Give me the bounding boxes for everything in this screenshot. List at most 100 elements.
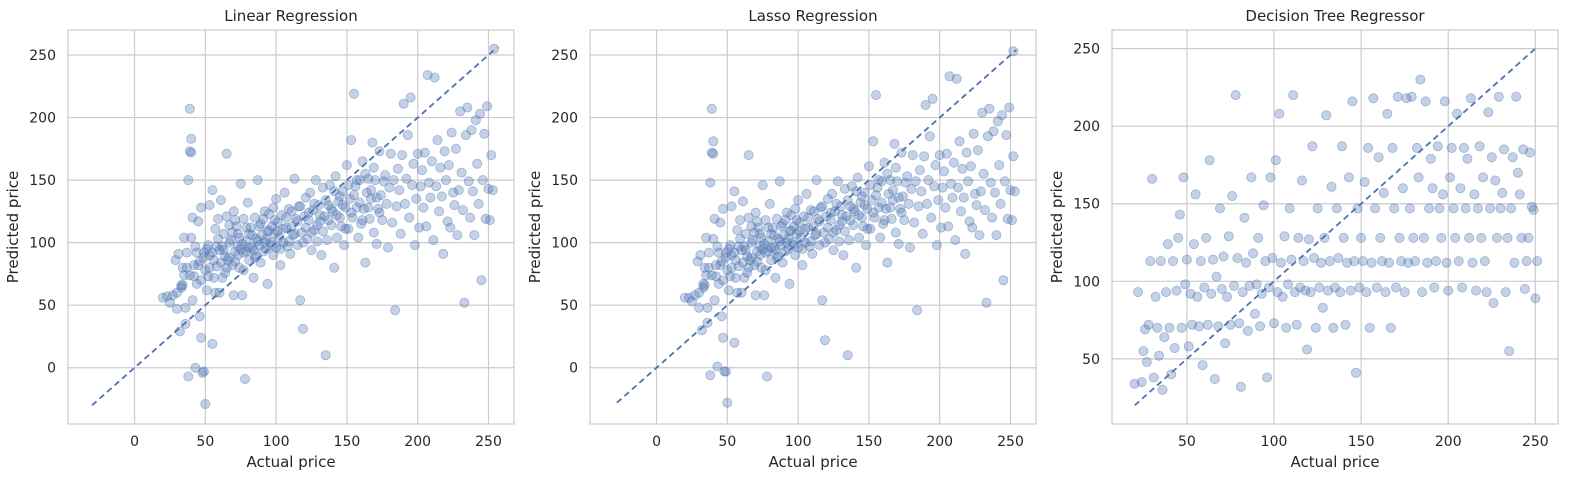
data-point <box>302 233 313 244</box>
data-point <box>258 246 269 257</box>
data-point <box>1427 183 1438 194</box>
data-point <box>760 215 771 226</box>
data-point <box>1302 344 1313 355</box>
data-point <box>214 245 225 256</box>
data-point <box>893 192 904 203</box>
data-point <box>487 185 498 196</box>
data-point <box>244 228 255 239</box>
data-point <box>797 260 808 271</box>
y-axis-label: Predicted price <box>4 171 22 284</box>
data-point <box>882 168 893 179</box>
data-point <box>1283 279 1294 290</box>
data-point <box>885 202 896 213</box>
data-point <box>885 175 896 186</box>
data-point <box>869 212 880 223</box>
data-point <box>193 260 204 271</box>
data-point <box>306 227 317 238</box>
data-point <box>418 202 429 213</box>
data-point <box>838 250 849 261</box>
data-point <box>370 175 381 186</box>
data-point <box>987 212 998 223</box>
data-point <box>204 250 215 261</box>
data-point <box>984 103 995 114</box>
data-point <box>1239 212 1250 223</box>
data-point <box>776 240 787 251</box>
data-point <box>1343 172 1354 183</box>
data-point <box>790 203 801 214</box>
data-point <box>754 250 765 261</box>
data-point <box>1445 172 1456 183</box>
data-point <box>933 195 944 206</box>
data-point <box>180 302 191 313</box>
data-point <box>872 182 883 193</box>
data-point <box>1199 282 1210 293</box>
data-point <box>941 148 952 159</box>
data-point <box>248 272 259 283</box>
data-point <box>179 232 190 243</box>
data-point <box>907 150 918 161</box>
data-point <box>713 278 724 289</box>
data-point <box>314 210 325 221</box>
data-point <box>224 237 235 248</box>
data-point <box>1288 90 1299 101</box>
data-point <box>730 272 741 283</box>
data-point <box>363 202 374 213</box>
data-point <box>930 160 941 171</box>
data-point <box>438 248 449 259</box>
data-point <box>316 250 327 261</box>
data-point <box>971 200 982 211</box>
data-point <box>1211 271 1222 282</box>
data-point <box>1246 172 1257 183</box>
y-tick-label: 100 <box>551 236 578 252</box>
data-point <box>200 398 211 409</box>
data-point <box>871 90 882 101</box>
x-tick-label: 50 <box>718 434 736 450</box>
y-tick-label: 150 <box>1073 197 1100 213</box>
data-point <box>1157 384 1168 395</box>
data-point <box>181 247 192 258</box>
data-point <box>367 137 378 148</box>
data-point <box>834 236 845 247</box>
data-point <box>961 147 972 158</box>
data-point <box>467 186 478 197</box>
data-point <box>1152 322 1163 333</box>
data-point <box>238 247 249 258</box>
data-point <box>450 143 461 154</box>
y-axis-label: Predicted price <box>526 171 544 284</box>
data-point <box>1403 257 1414 268</box>
data-point <box>255 218 266 229</box>
data-point <box>207 185 218 196</box>
data-point <box>234 232 245 243</box>
data-point <box>1195 256 1206 267</box>
data-point <box>1235 381 1246 392</box>
data-point <box>258 213 269 224</box>
data-point <box>1448 203 1459 214</box>
data-point <box>1368 93 1379 104</box>
data-point <box>796 232 807 243</box>
y-tick-label: 0 <box>569 361 578 377</box>
data-point <box>729 186 740 197</box>
data-point <box>828 245 839 256</box>
data-point <box>1251 279 1262 290</box>
data-point <box>346 135 357 146</box>
data-point <box>1213 321 1224 332</box>
data-point <box>252 175 263 186</box>
data-point <box>289 228 300 239</box>
data-point <box>1495 203 1506 214</box>
data-point <box>190 362 201 373</box>
data-point <box>1506 203 1517 214</box>
data-point <box>1521 256 1532 267</box>
data-point <box>927 93 938 104</box>
data-point <box>784 226 795 237</box>
data-point <box>980 205 991 216</box>
data-point <box>268 202 279 213</box>
y-tick-label: 50 <box>38 298 56 314</box>
data-point <box>1293 232 1304 243</box>
data-point <box>1434 203 1445 214</box>
data-point <box>203 271 214 282</box>
data-point <box>1277 291 1288 302</box>
data-point <box>331 232 342 243</box>
data-point <box>1337 141 1348 152</box>
data-point <box>694 302 705 313</box>
